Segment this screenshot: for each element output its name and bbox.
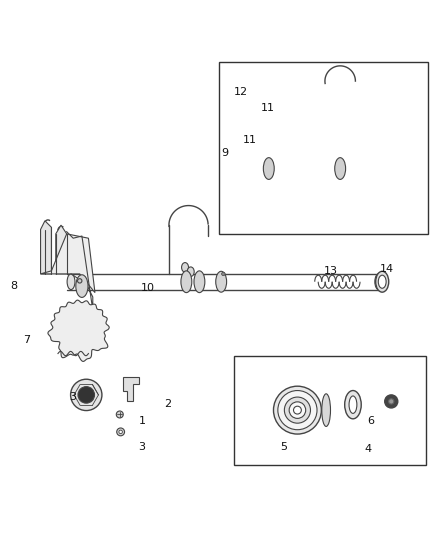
Ellipse shape [76,275,88,297]
Ellipse shape [284,397,311,423]
Text: 13: 13 [323,266,337,276]
Ellipse shape [78,279,82,283]
Ellipse shape [293,406,301,414]
Bar [234,356,426,465]
Ellipse shape [322,394,331,426]
Ellipse shape [335,158,346,180]
Ellipse shape [385,395,398,408]
Ellipse shape [278,391,317,430]
Polygon shape [273,100,285,162]
Text: 3: 3 [69,392,76,402]
Ellipse shape [82,320,88,326]
Ellipse shape [375,273,384,290]
Ellipse shape [116,411,123,418]
Text: 2: 2 [165,399,172,409]
Ellipse shape [289,402,306,418]
Polygon shape [41,221,51,274]
Ellipse shape [345,391,361,419]
Ellipse shape [415,162,422,175]
Polygon shape [41,234,95,293]
Ellipse shape [129,391,133,395]
Text: 3: 3 [138,442,145,452]
Ellipse shape [216,271,226,292]
Ellipse shape [378,275,386,288]
Text: 10: 10 [141,283,155,293]
Ellipse shape [119,430,122,434]
Text: 7: 7 [23,335,30,345]
Polygon shape [56,225,67,274]
Text: 5: 5 [280,442,287,452]
Ellipse shape [263,158,274,180]
Bar [219,62,428,234]
Ellipse shape [78,386,95,403]
Text: 12: 12 [234,87,248,98]
Ellipse shape [273,386,321,434]
Text: 11: 11 [260,103,274,112]
Ellipse shape [117,428,124,436]
Text: 8: 8 [10,281,17,291]
Ellipse shape [389,399,394,404]
Text: 11: 11 [243,135,257,146]
Polygon shape [48,300,109,361]
Polygon shape [254,99,267,162]
Text: 14: 14 [380,264,394,273]
Ellipse shape [376,271,389,292]
Polygon shape [123,377,139,401]
Ellipse shape [194,271,205,293]
Text: 9: 9 [221,148,228,158]
Ellipse shape [187,267,194,277]
Ellipse shape [181,271,192,293]
Text: 1: 1 [138,416,145,426]
Text: 4: 4 [365,445,372,454]
Ellipse shape [67,274,75,289]
Ellipse shape [71,379,102,410]
Ellipse shape [222,272,225,276]
Ellipse shape [349,396,357,414]
Ellipse shape [242,162,248,175]
Ellipse shape [182,263,188,272]
Text: 6: 6 [367,416,374,426]
